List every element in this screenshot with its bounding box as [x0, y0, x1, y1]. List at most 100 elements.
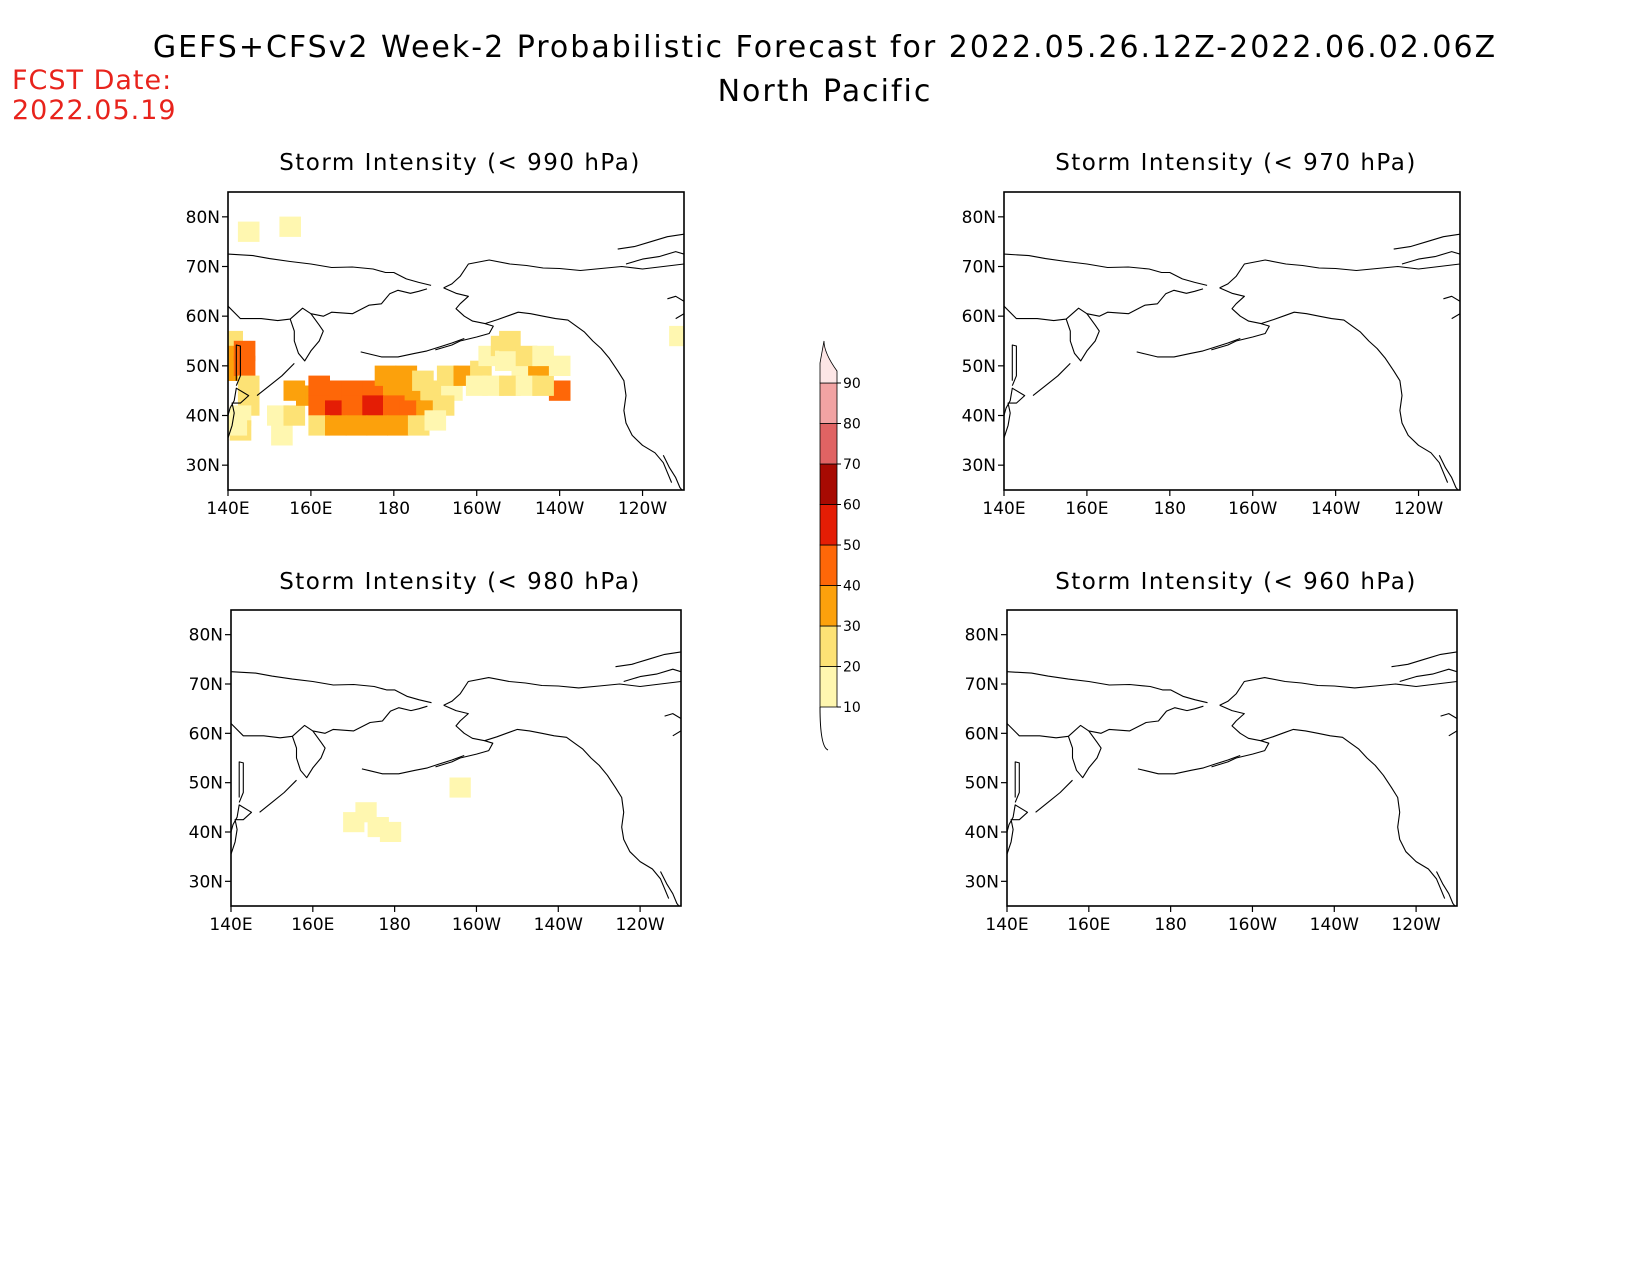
lon-tick-label: 140E — [982, 499, 1025, 519]
map-panel-p970: 140E 160E 180 160W 140W 120W 80N 70N 60N 50N 40N 30… — [962, 191, 1461, 519]
lon-tick-label: 120W — [1394, 499, 1443, 519]
lat-tick-label: 70N — [962, 258, 996, 278]
coastline-sakhalin — [1014, 761, 1020, 803]
lon-tick-label: 140W — [535, 499, 584, 519]
prob-cell — [515, 375, 538, 396]
coastline-aleutians — [360, 337, 465, 358]
prob-cell — [271, 425, 293, 446]
prob-cell — [532, 375, 554, 396]
prob-cell — [283, 405, 306, 426]
prob-cell — [366, 415, 389, 436]
coastlines — [228, 233, 684, 490]
lon-tick-label: 180 — [1154, 915, 1186, 935]
coastline-kamPen — [289, 313, 324, 362]
map-frame — [230, 609, 682, 907]
prob-cell — [325, 380, 347, 401]
lon-tick-label: 160W — [452, 915, 501, 935]
prob-cell — [395, 365, 418, 386]
coastline-alaskaW — [1211, 287, 1270, 351]
coastline-kurils — [256, 363, 295, 397]
coastline-alaskaW — [1211, 704, 1270, 768]
prob-cell — [279, 216, 301, 237]
coastline-kamPen — [1067, 730, 1102, 779]
lon-tick-label: 160W — [1228, 915, 1277, 935]
prob-cell — [308, 395, 330, 416]
prob-cell — [532, 345, 554, 367]
map-frame — [1006, 609, 1458, 907]
lon-tick-label: 120W — [1391, 915, 1440, 935]
lon-tick-label: 140E — [206, 499, 249, 519]
prob-cell — [412, 370, 434, 391]
coastline-kamPen — [291, 730, 326, 779]
coastline-canadaArch2 — [625, 251, 684, 265]
coastline-canadaArch2 — [1399, 668, 1457, 683]
lat-tick-label: 50N — [186, 357, 220, 377]
lat-tick-label: 50N — [965, 774, 999, 794]
lon-tick-label: 140W — [1310, 915, 1359, 935]
panel-title-990: Storm Intensity (< 990 hPa) — [279, 150, 641, 176]
fcst-date-label: FCST Date: — [12, 65, 173, 96]
coastline-baja — [662, 454, 683, 490]
prob-cell — [267, 405, 289, 426]
coastline-aleutians — [1137, 754, 1241, 775]
lon-tick-label: 160E — [289, 499, 332, 519]
colorbar-label: 90 — [843, 376, 861, 392]
coastline-kamchatka — [1007, 705, 1204, 739]
colorbar-label: 50 — [843, 538, 861, 554]
region-subtitle: North Pacific — [717, 74, 933, 109]
coastline-alaskaS — [484, 311, 673, 483]
prob-cell — [424, 410, 447, 431]
coastlines — [231, 651, 681, 906]
coastline-kamchatka — [231, 705, 428, 739]
prob-cell — [515, 345, 538, 367]
colorbar-box — [819, 625, 838, 667]
coastline-alaskaS — [1260, 311, 1449, 483]
coastline-alaskaS — [484, 728, 670, 899]
lon-tick-label: 180 — [378, 915, 410, 935]
colorbar-top-end — [819, 340, 838, 384]
prob-cell — [283, 380, 306, 401]
prob-cell — [237, 375, 260, 396]
prob-cell — [362, 395, 384, 416]
lon-tick-label: 140W — [1311, 499, 1360, 519]
coastline-hudson — [1440, 713, 1457, 719]
lon-tick-label: 160E — [1065, 499, 1108, 519]
lon-tick-label: 180 — [1154, 499, 1186, 519]
map-panel-p960: 140E 160E 180 160W 140W 120W 80N 70N 60N 50N 40N 30… — [965, 609, 1458, 935]
prob-cell — [465, 375, 488, 396]
prob-cell — [237, 221, 260, 242]
coastline-cuba — [672, 730, 681, 737]
coastlines — [1004, 233, 1460, 490]
prob-cell — [495, 350, 517, 371]
prob-cell — [499, 375, 521, 396]
coastline-hudson — [664, 713, 681, 719]
prob-cell — [548, 380, 571, 401]
lat-tick-label: 30N — [186, 456, 220, 476]
colorbar-box — [819, 423, 838, 465]
map-panel-p990: 140E 160E 180 160W 140W 120W 80N 70N 60N 50N 40N 30… — [186, 191, 685, 519]
lon-tick-label: 160W — [452, 499, 501, 519]
prob-cell — [308, 375, 330, 396]
coastline-kamPen — [1065, 313, 1100, 362]
coastline-baja — [1438, 454, 1459, 490]
prob-cell — [233, 355, 256, 376]
map-frame — [227, 191, 685, 491]
map-panel-p980: 140E 160E 180 160W 140W 120W 80N 70N 60N 50N 40N 30… — [189, 609, 682, 935]
probability-field — [228, 216, 684, 446]
coastline-sakhalin — [238, 761, 244, 803]
colorbar-label: 10 — [843, 700, 861, 716]
lat-tick-label: 40N — [962, 407, 996, 427]
lon-tick-label: 120W — [618, 499, 667, 519]
prob-cell — [482, 375, 505, 396]
lat-tick-label: 30N — [189, 872, 223, 892]
prob-cell — [325, 415, 347, 436]
coastline-cuba — [1448, 730, 1457, 737]
probability-field — [343, 777, 471, 842]
coastline-canadaArch — [1391, 651, 1457, 668]
coastline-japan — [228, 387, 250, 439]
coastline-hudson — [1443, 295, 1460, 302]
prob-cell — [341, 395, 364, 416]
coastline-alaska — [443, 259, 684, 289]
coastline-canadaArch — [617, 233, 684, 250]
